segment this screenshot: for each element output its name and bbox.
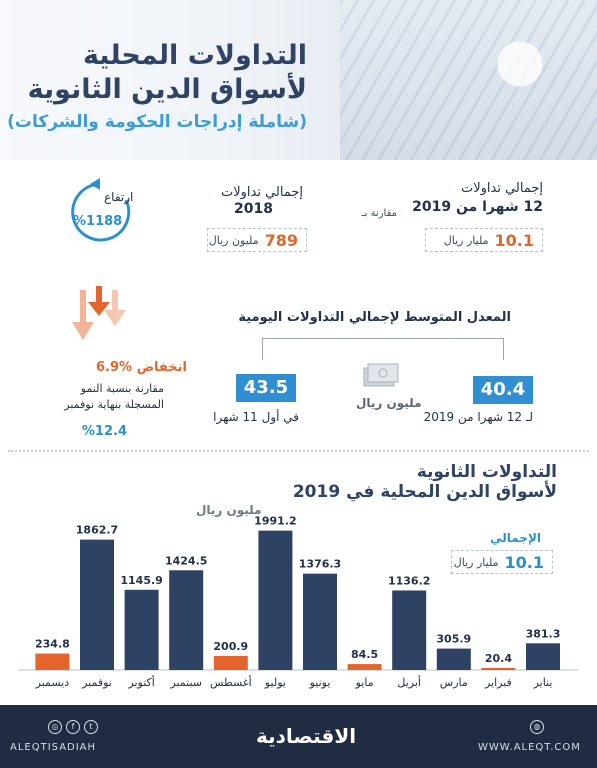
bar-value-label: 234.8	[35, 638, 70, 651]
chart-title-line1: التداولات الثانوية	[416, 462, 557, 482]
decline-label: انخفاض %6.9	[95, 360, 187, 375]
bar-9	[169, 570, 204, 670]
page-subtitle: (شاملة إدراجات الحكومة والشركات)	[7, 112, 307, 132]
circular-arrow-icon	[71, 178, 131, 242]
globe-icon: ◍	[530, 720, 544, 734]
total-2018-value: 789	[264, 230, 298, 250]
logo: الاقتصادية	[256, 724, 357, 748]
category-label: نوفمبر	[81, 676, 112, 689]
section-divider	[8, 450, 589, 452]
bar-1	[526, 643, 560, 670]
decline-note-line2: المسجلة بنهاية نوفمبر	[64, 398, 164, 411]
bar-value-label: 1424.5	[165, 554, 207, 567]
bar-11	[80, 539, 114, 670]
category-label: يونيو	[309, 676, 331, 689]
total-12m-box: 10.1 مليار ريال	[425, 228, 543, 252]
page-title-line1: التداولات المحلية	[82, 40, 307, 71]
rise-label: ارتفاع	[104, 190, 134, 204]
hero-photo	[340, 0, 597, 160]
daily-avg-11m-value: 43.5	[236, 374, 296, 402]
facebook-icon[interactable]: f	[66, 720, 80, 734]
bar-8	[213, 655, 248, 670]
instagram-icon[interactable]: ◎	[48, 720, 62, 734]
category-label: أغسطس	[210, 675, 252, 689]
bar-value-label: 1136.2	[388, 574, 430, 587]
bar-value-label: 1376.3	[299, 558, 341, 571]
down-arrows-icon	[72, 286, 126, 340]
category-label: يوليو	[264, 676, 286, 689]
bar-value-label: 1862.7	[76, 524, 118, 537]
total-2018-label-1: إجمالي تداولات	[220, 185, 303, 200]
daily-avg-bracket	[262, 338, 504, 360]
category-label: أكتوبر	[127, 675, 154, 689]
bar-chart: 381.3 يناير 20.4 فبراير 305.9 مارس 1136.2 أبريل…	[18, 515, 578, 689]
total-2018-unit: مليون ريال	[208, 233, 259, 247]
bar-value-label: 381.3	[526, 627, 561, 640]
total-2018-box: 789 مليون ريال	[207, 228, 307, 252]
page-title-line2: لأسواق الدين الثانوية	[27, 74, 307, 105]
footer-website[interactable]: WWW.ALEQT.COM	[478, 742, 581, 753]
total-12m-unit: مليار ريال	[443, 233, 489, 247]
decline-note-line1: مقارنة بنسبة النمو	[80, 382, 164, 395]
total-12m-label-2: 12 شهرا من 2019	[412, 199, 543, 215]
bar-value-label: 305.9	[436, 633, 471, 646]
category-label: مايو	[355, 676, 374, 689]
daily-avg-12m-value: 40.4	[473, 376, 533, 404]
chart-title-line2: لأسواق الدين المحلية في 2019	[292, 482, 557, 502]
chart-total-label: الإجمالي	[490, 531, 541, 545]
bar-5	[347, 664, 382, 670]
compare-label: مقارنة بـ	[361, 208, 397, 219]
bar-7	[258, 530, 293, 670]
category-label: أبريل	[397, 675, 421, 689]
bar-6	[303, 573, 337, 670]
category-label: يناير	[533, 676, 553, 689]
decline-note-value: %12.4	[81, 424, 127, 439]
chart-total-value: 10.1	[504, 552, 544, 572]
category-label: مارس	[440, 676, 468, 689]
chart-total-box: 10.1 مليار ريال	[451, 550, 553, 574]
bar-12	[35, 653, 70, 670]
money-stack-icon	[363, 363, 399, 387]
bar-10	[124, 589, 159, 670]
bar-2	[481, 668, 516, 670]
daily-avg-title: المعدل المتوسط لإجمالي التداولات اليومية	[238, 310, 511, 325]
daily-avg-11m-label: في أول 11 شهرا	[213, 410, 299, 424]
category-label: ديسمبر	[35, 676, 70, 689]
total-2018-label-2: 2018	[234, 201, 273, 217]
total-12m-value: 10.1	[494, 230, 534, 250]
bar-3	[436, 648, 471, 670]
bar-value-label: 200.9	[213, 640, 248, 653]
footer	[0, 705, 597, 768]
category-label: فبراير	[484, 676, 512, 689]
bar-value-label: 84.5	[351, 648, 378, 661]
bar-value-label: 1991.2	[254, 515, 296, 528]
rise-value: %1188	[73, 214, 123, 229]
daily-avg-unit: مليون ريال	[356, 396, 422, 410]
daily-avg-12m-label: لـ 12 شهرا من 2019	[423, 410, 533, 424]
chart-total-unit: مليار ريال	[453, 555, 499, 569]
total-12m-label-1: إجمالي تداولات	[460, 181, 543, 196]
bar-value-label: 1145.9	[120, 574, 162, 587]
bar-4	[392, 590, 427, 670]
chart-unit-label: مليون ريال	[196, 503, 262, 517]
footer-handle[interactable]: ALEQTISADIAH	[10, 742, 97, 753]
category-label: سبتمبر	[169, 676, 202, 689]
twitter-icon[interactable]: t	[84, 720, 98, 734]
bar-value-label: 20.4	[485, 652, 512, 665]
